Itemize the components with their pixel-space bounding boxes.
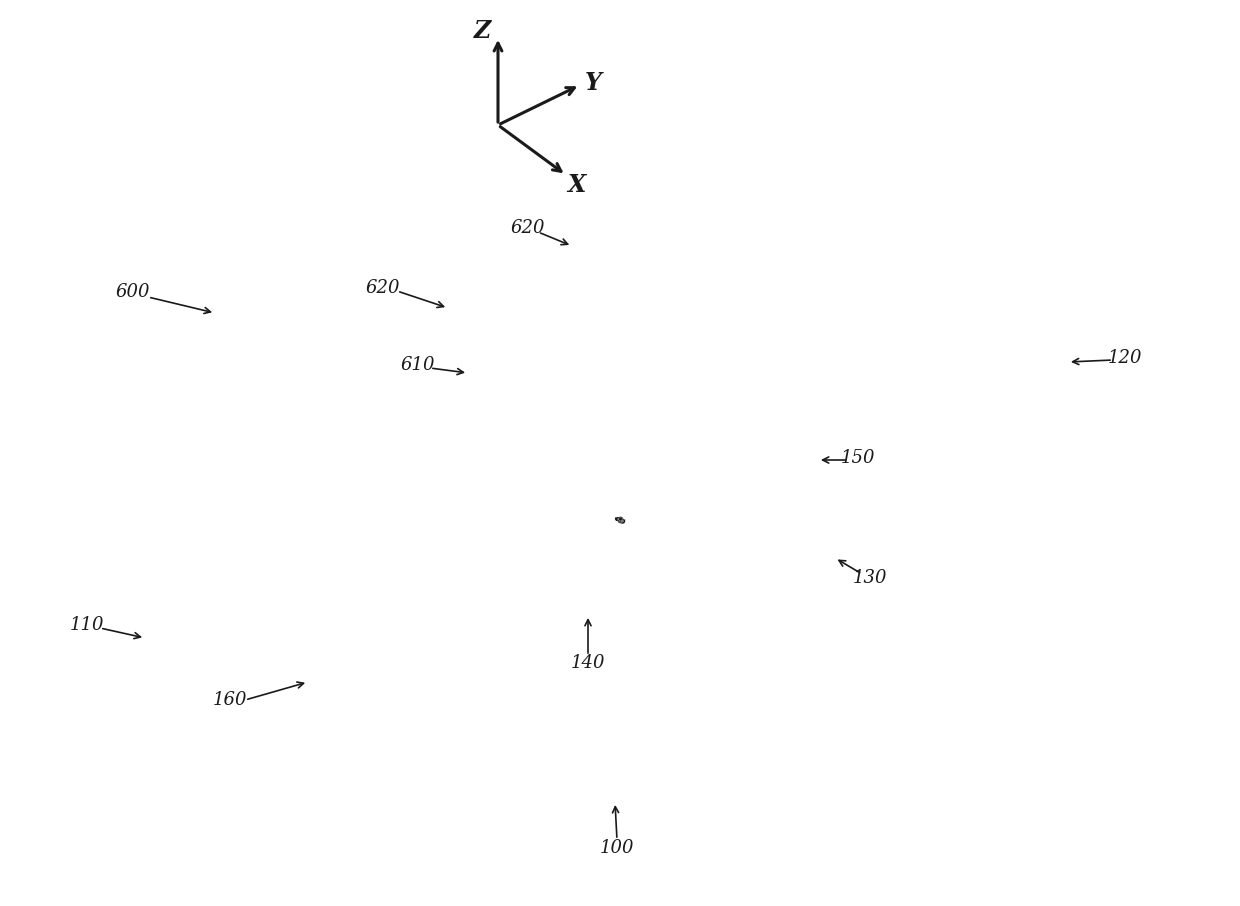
Polygon shape	[622, 521, 624, 522]
Polygon shape	[618, 519, 621, 521]
Text: 620: 620	[366, 279, 401, 297]
Polygon shape	[618, 519, 621, 521]
Polygon shape	[618, 519, 621, 521]
Polygon shape	[618, 519, 621, 521]
Polygon shape	[618, 519, 621, 521]
Polygon shape	[618, 519, 621, 521]
Polygon shape	[618, 519, 621, 521]
Polygon shape	[618, 519, 621, 521]
Polygon shape	[616, 519, 622, 522]
Polygon shape	[619, 519, 621, 520]
Polygon shape	[619, 519, 620, 520]
Text: 150: 150	[841, 449, 875, 467]
Text: Z: Z	[474, 19, 491, 43]
Polygon shape	[619, 518, 622, 520]
Polygon shape	[616, 518, 619, 519]
Text: 120: 120	[1107, 349, 1142, 367]
Text: 110: 110	[69, 616, 104, 634]
Text: 140: 140	[570, 654, 605, 672]
Text: 620: 620	[511, 219, 546, 237]
Text: X: X	[567, 173, 585, 197]
Text: Y: Y	[584, 71, 601, 95]
Polygon shape	[618, 519, 621, 521]
Text: 610: 610	[401, 356, 435, 374]
Polygon shape	[618, 519, 621, 521]
Text: 130: 130	[853, 569, 888, 587]
Polygon shape	[619, 518, 622, 521]
Polygon shape	[621, 521, 624, 522]
Text: 160: 160	[213, 691, 247, 709]
Text: 100: 100	[600, 839, 634, 857]
Polygon shape	[616, 518, 624, 522]
Polygon shape	[618, 519, 622, 521]
Polygon shape	[618, 519, 621, 521]
Text: 600: 600	[115, 283, 150, 301]
